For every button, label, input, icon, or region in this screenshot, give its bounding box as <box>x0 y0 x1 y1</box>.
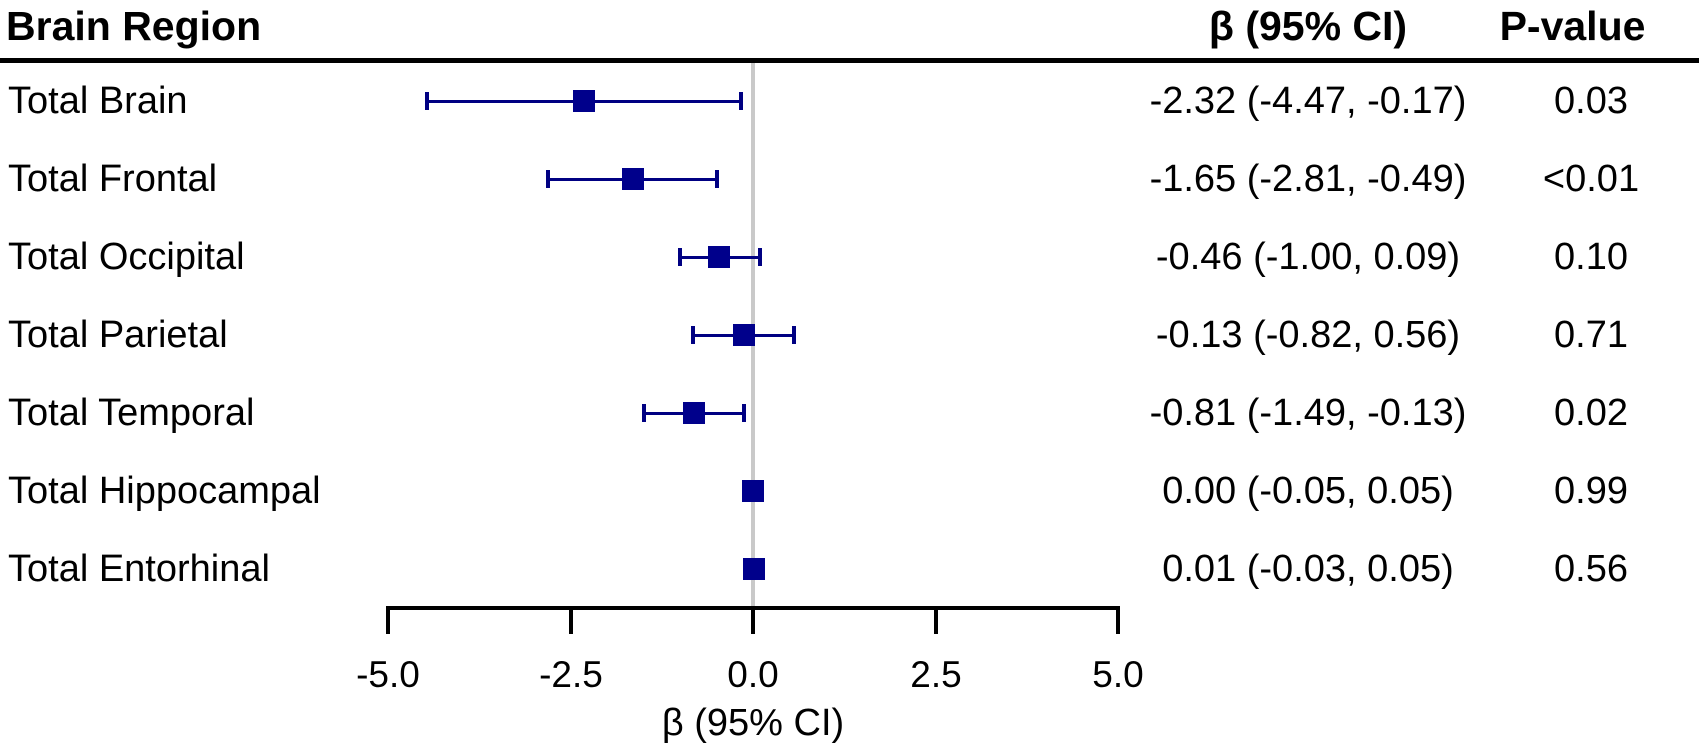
beta-ci-value: -0.81 (-1.49, -0.13) <box>1149 392 1467 434</box>
column-header-p-value: P-value <box>1499 3 1646 49</box>
axis-tick-label: 2.5 <box>910 654 962 695</box>
row-label: Total Entorhinal <box>8 548 270 590</box>
axis-tick-label: -5.0 <box>356 654 420 695</box>
beta-marker <box>733 324 755 346</box>
axis-tick <box>751 606 755 634</box>
row-label: Total Frontal <box>8 158 218 200</box>
p-value: 0.71 <box>1554 314 1628 356</box>
axis-tick <box>1116 606 1120 634</box>
axis-tick <box>569 606 573 634</box>
ci-cap-right <box>758 248 762 266</box>
beta-marker <box>622 168 644 190</box>
header-divider-line <box>0 58 1699 63</box>
ci-cap-left <box>425 92 429 110</box>
axis-tick-label: -2.5 <box>539 654 603 695</box>
ci-cap-right <box>792 326 796 344</box>
row-label: Total Hippocampal <box>8 470 321 512</box>
column-header-beta-ci: β (95% CI) <box>1208 3 1408 49</box>
row-label: Total Brain <box>8 80 188 122</box>
beta-ci-value: 0.01 (-0.03, 0.05) <box>1162 548 1454 590</box>
axis-tick <box>934 606 938 634</box>
beta-ci-value: 0.00 (-0.05, 0.05) <box>1162 470 1454 512</box>
ci-cap-left <box>678 248 682 266</box>
beta-marker <box>683 402 705 424</box>
ci-cap-left <box>642 404 646 422</box>
p-value: 0.02 <box>1554 392 1628 434</box>
ci-cap-right <box>742 404 746 422</box>
p-value: 0.99 <box>1554 470 1628 512</box>
row-label: Total Temporal <box>8 392 255 434</box>
p-value: 0.56 <box>1554 548 1628 590</box>
beta-marker <box>708 246 730 268</box>
beta-ci-value: -1.65 (-2.81, -0.49) <box>1149 158 1467 200</box>
p-value: 0.03 <box>1554 80 1628 122</box>
row-label: Total Parietal <box>8 314 228 356</box>
x-axis-title: β (95% CI) <box>661 702 845 744</box>
axis-tick-label: 0.0 <box>727 654 779 695</box>
ci-cap-right <box>739 92 743 110</box>
column-header-brain-region: Brain Region <box>6 3 262 49</box>
row-label: Total Occipital <box>8 236 245 278</box>
p-value: 0.10 <box>1554 236 1628 278</box>
p-value: <0.01 <box>1542 158 1640 200</box>
axis-tick <box>386 606 390 634</box>
ci-cap-right <box>715 170 719 188</box>
ci-cap-left <box>691 326 695 344</box>
beta-marker <box>743 558 765 580</box>
beta-marker <box>742 480 764 502</box>
ci-cap-left <box>546 170 550 188</box>
beta-ci-value: -0.13 (-0.82, 0.56) <box>1155 314 1461 356</box>
axis-tick-label: 5.0 <box>1092 654 1144 695</box>
beta-ci-value: -0.46 (-1.00, 0.09) <box>1155 236 1461 278</box>
beta-ci-value: -2.32 (-4.47, -0.17) <box>1149 80 1467 122</box>
beta-marker <box>573 90 595 112</box>
